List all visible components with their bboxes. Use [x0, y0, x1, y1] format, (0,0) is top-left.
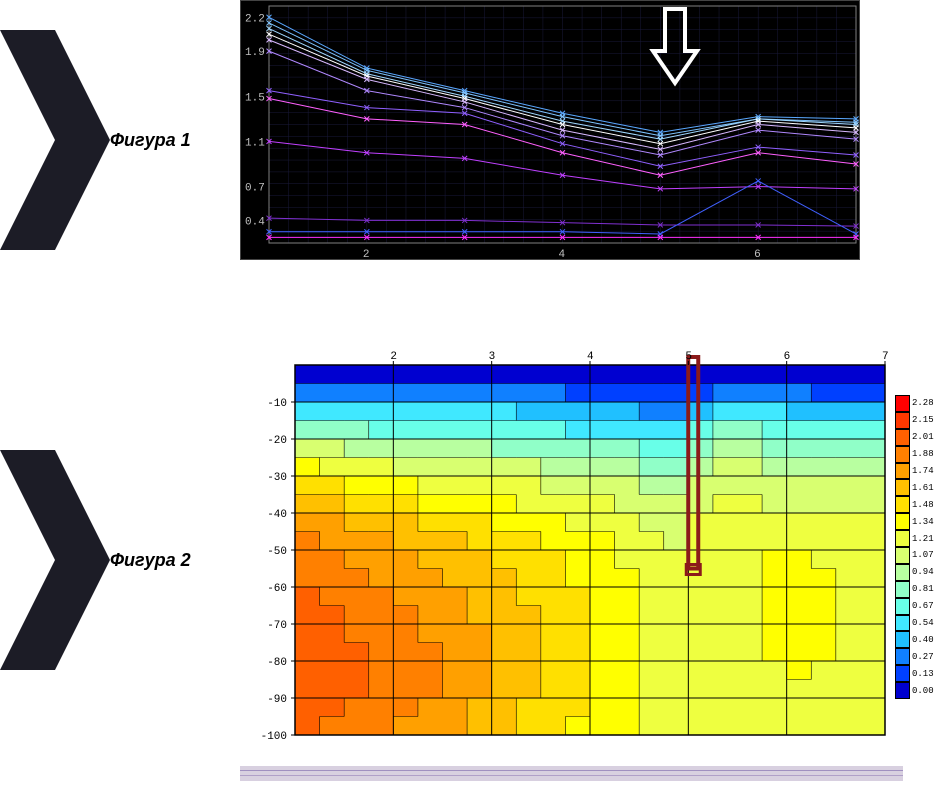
legend-value: 0.81 — [912, 584, 934, 594]
svg-text:-10: -10 — [267, 398, 287, 410]
legend-value: 1.74 — [912, 466, 934, 476]
legend-swatch — [895, 581, 910, 598]
svg-text:6: 6 — [754, 249, 761, 261]
legend-value: 1.21 — [912, 534, 934, 544]
svg-text:-20: -20 — [267, 435, 287, 447]
legend-value: 0.13 — [912, 669, 934, 679]
legend-item: 0.54 — [895, 615, 940, 632]
legend-swatch — [895, 479, 910, 496]
legend-item: 1.34 — [895, 513, 940, 530]
figure2-label: Фигура 2 — [110, 550, 191, 571]
legend-value: 1.61 — [912, 483, 934, 493]
svg-text:0.4: 0.4 — [245, 216, 265, 228]
legend-item: 0.81 — [895, 581, 940, 598]
down-arrow-icon — [653, 9, 697, 83]
svg-text:-80: -80 — [267, 657, 287, 669]
legend-value: 2.15 — [912, 415, 934, 425]
legend-item: 2.15 — [895, 412, 940, 429]
legend-value: 0.94 — [912, 567, 934, 577]
legend-swatch — [895, 631, 910, 648]
color-legend: 2.28 2.15 2.01 1.88 1.74 1.61 1.48 1.34 1.21 1.07… — [895, 395, 940, 699]
legend-item: 1.48 — [895, 496, 940, 513]
legend-swatch — [895, 395, 910, 412]
chevron-right-icon — [0, 450, 110, 670]
legend-item: 1.61 — [895, 479, 940, 496]
legend-item: 0.67 — [895, 598, 940, 615]
svg-text:-60: -60 — [267, 583, 287, 595]
figure1-label: Фигура 1 — [110, 130, 191, 151]
svg-text:2.2: 2.2 — [245, 13, 265, 25]
legend-item: 0.00 — [895, 682, 940, 699]
legend-item: 0.40 — [895, 631, 940, 648]
svg-text:-40: -40 — [267, 509, 287, 521]
legend-value: 1.48 — [912, 500, 934, 510]
legend-value: 0.27 — [912, 652, 934, 662]
svg-text:-70: -70 — [267, 620, 287, 632]
svg-text:-50: -50 — [267, 546, 287, 558]
svg-text:-30: -30 — [267, 472, 287, 484]
legend-swatch — [895, 615, 910, 632]
legend-item: 0.13 — [895, 665, 940, 682]
decorative-strip — [240, 766, 903, 781]
legend-swatch — [895, 648, 910, 665]
legend-item: 1.21 — [895, 530, 940, 547]
legend-value: 1.07 — [912, 550, 934, 560]
svg-text:1.1: 1.1 — [245, 137, 265, 149]
heatmap-chart: 234567-10-20-30-40-50-60-70-80-90-1002.2… — [240, 345, 940, 755]
legend-value: 2.01 — [912, 432, 934, 442]
svg-text:-90: -90 — [267, 694, 287, 706]
legend-item: 2.01 — [895, 429, 940, 446]
legend-value: 0.00 — [912, 686, 934, 696]
legend-swatch — [895, 564, 910, 581]
legend-value: 1.88 — [912, 449, 934, 459]
legend-swatch — [895, 530, 910, 547]
legend-item: 2.28 — [895, 395, 940, 412]
legend-swatch — [895, 446, 910, 463]
legend-item: 1.07 — [895, 547, 940, 564]
legend-item: 0.94 — [895, 564, 940, 581]
svg-text:2: 2 — [363, 249, 370, 261]
legend-swatch — [895, 682, 910, 699]
svg-text:4: 4 — [559, 249, 566, 261]
legend-swatch — [895, 513, 910, 530]
legend-swatch — [895, 496, 910, 513]
nav-arrow-1 — [0, 30, 110, 250]
legend-item: 1.88 — [895, 446, 940, 463]
noise-icon — [240, 766, 903, 781]
svg-text:0.7: 0.7 — [245, 183, 265, 195]
legend-value: 1.34 — [912, 517, 934, 527]
line-chart: 0.4 0.7 1.1 1.5 1.9 2.2 2 4 6 — [240, 0, 860, 260]
legend-value: 2.28 — [912, 398, 934, 408]
legend-swatch — [895, 429, 910, 446]
heatmap-svg: 234567-10-20-30-40-50-60-70-80-90-100 — [240, 345, 940, 755]
legend-item: 0.27 — [895, 648, 940, 665]
svg-text:1.9: 1.9 — [245, 47, 265, 59]
legend-swatch — [895, 598, 910, 615]
nav-arrow-2 — [0, 450, 110, 670]
chevron-right-icon — [0, 30, 110, 250]
legend-swatch — [895, 463, 910, 480]
svg-text:-100: -100 — [261, 731, 287, 743]
svg-text:1.5: 1.5 — [245, 92, 265, 104]
legend-item: 1.74 — [895, 463, 940, 480]
legend-value: 0.54 — [912, 618, 934, 628]
legend-value: 0.40 — [912, 635, 934, 645]
legend-swatch — [895, 665, 910, 682]
legend-value: 0.67 — [912, 601, 934, 611]
legend-swatch — [895, 547, 910, 564]
line-chart-svg: 0.4 0.7 1.1 1.5 1.9 2.2 2 4 6 — [241, 1, 861, 261]
legend-swatch — [895, 412, 910, 429]
